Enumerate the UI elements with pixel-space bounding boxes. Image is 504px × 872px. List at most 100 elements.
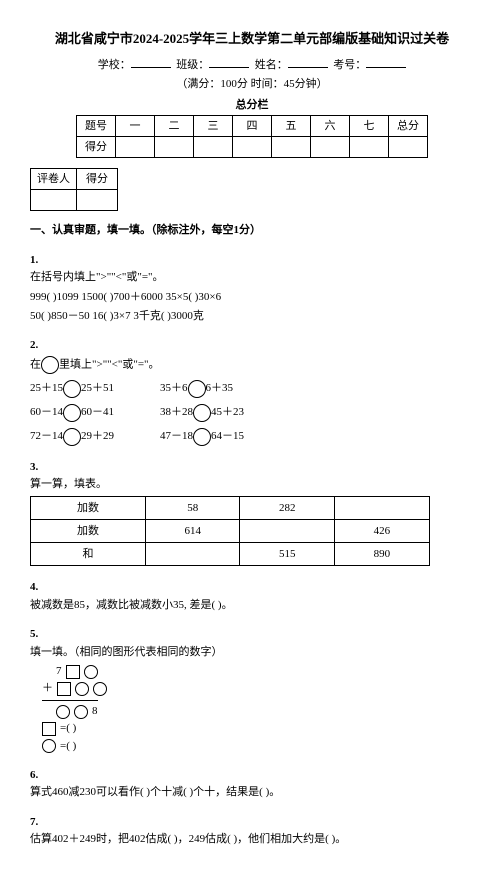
cell-blank[interactable] [389,137,428,158]
th-2: 二 [155,116,194,137]
examno-label: 考号： [333,59,366,71]
circle-icon[interactable] [63,380,81,398]
q2-cell: 72－14 29＋29 [30,428,160,446]
th-1: 一 [116,116,155,137]
q4-text: 被减数是85，减数比被减数小35, 差是( )。 [30,598,474,613]
th-4: 四 [233,116,272,137]
table-row: 题号 一 二 三 四 五 六 七 总分 [77,116,428,137]
circle-icon[interactable] [63,428,81,446]
q2-expr: 25＋51 [81,381,114,396]
meta-line-1: 学校： 班级： 姓名： 考号： [30,58,474,73]
circle-icon[interactable] [63,404,81,422]
circle-icon[interactable] [84,665,98,679]
q3-cell: 58 [145,497,240,520]
name-blank[interactable] [288,67,328,68]
square-icon [42,722,56,736]
q5-row2: ＋ [30,681,474,696]
table-row: 72－14 29＋29 47－18 64－15 [30,428,474,446]
q2-expr: 60－41 [81,405,114,420]
q4-num: 4. [30,580,474,595]
q5-title: 填一填。（相同的图形代表相同的数字） [30,645,474,660]
row2-head: 得分 [77,137,116,158]
q2-expr: 64－15 [211,429,244,444]
examno-blank[interactable] [366,67,406,68]
circle-icon[interactable] [193,428,211,446]
judge-blank[interactable] [77,190,118,211]
judge-blank[interactable] [31,190,77,211]
q5-row3: 8 [30,704,474,719]
q3-title: 算一算，填表。 [30,477,474,492]
judge-c1: 评卷人 [31,169,77,190]
q7-num: 7. [30,815,474,830]
circle-icon[interactable] [56,705,70,719]
circle-icon[interactable] [193,404,211,422]
circle-icon[interactable] [41,356,59,374]
q3-cell[interactable] [335,497,430,520]
q6-num: 6. [30,768,474,783]
table-row: 得分 [77,137,428,158]
cell-blank[interactable] [155,137,194,158]
section-1-head: 一、认真审题，填一填。（除标注外，每空1分） [30,223,474,238]
square-icon[interactable] [57,682,71,696]
cell-blank[interactable] [272,137,311,158]
circle-icon [42,739,56,753]
score-table-title: 总分栏 [30,98,474,113]
q2-cell: 47－18 64－15 [160,428,290,446]
q5-ans1-post: =( ) [60,721,76,736]
time-line: （满分：100分 时间：45分钟） [30,77,474,92]
table-row [31,190,118,211]
q3-cell: 和 [31,543,146,566]
cell-blank[interactable] [350,137,389,158]
q3-num: 3. [30,460,474,475]
exam-title: 湖北省咸宁市2024-2025学年三上数学第二单元部编版基础知识过关卷 [30,30,474,48]
cell-blank[interactable] [194,137,233,158]
th-3: 三 [194,116,233,137]
q3-cell[interactable] [145,543,240,566]
q1-line1: 在括号内填上">""<"或"="。 [30,270,474,285]
q3-cell: 426 [335,520,430,543]
q3-cell: 890 [335,543,430,566]
circle-icon[interactable] [188,380,206,398]
q2-expr: 29＋29 [81,429,114,444]
cell-blank[interactable] [116,137,155,158]
q2-expr: 47－18 [160,429,193,444]
table-row: 加数 614 426 [31,520,430,543]
th-5: 五 [272,116,311,137]
q2-expr: 72－14 [30,429,63,444]
table-row: 25＋15 25＋51 35＋66＋35 [30,380,474,398]
q2-cell: 25＋15 25＋51 [30,380,160,398]
q2-expr: 38＋28 [160,405,193,420]
name-label: 姓名： [255,59,288,71]
q2-cell: 35＋66＋35 [160,380,290,398]
table-row: 和 515 890 [31,543,430,566]
table-row: 评卷人 得分 [31,169,118,190]
th-7: 七 [350,116,389,137]
q2-expr: 6＋35 [206,381,234,396]
square-icon[interactable] [66,665,80,679]
circle-icon[interactable] [75,682,89,696]
q5-r3c: 8 [92,704,98,719]
q5-num: 5. [30,627,474,642]
q5-ans1: =( ) [30,721,474,736]
th-num: 题号 [77,116,116,137]
school-blank[interactable] [131,67,171,68]
circle-icon[interactable] [93,682,107,696]
table-row: 加数 58 282 [31,497,430,520]
q2-intro-b: 里填上">""<"或"="。 [59,358,160,370]
th-total: 总分 [389,116,428,137]
cell-blank[interactable] [233,137,272,158]
judge-c2: 得分 [77,169,118,190]
circle-icon[interactable] [74,705,88,719]
q3-cell[interactable] [240,520,335,543]
q5-figure: 7 ＋ 8 =( ) =( ) [30,664,474,754]
q2-cell: 60－1460－41 [30,404,160,422]
q2-expr: 25＋15 [30,381,63,396]
q3-cell: 614 [145,520,240,543]
q5-row1: 7 [30,664,474,679]
score-table: 题号 一 二 三 四 五 六 七 总分 得分 [76,115,428,158]
table-row: 60－1460－41 38＋2845＋23 [30,404,474,422]
q3-cell: 加数 [31,497,146,520]
class-blank[interactable] [209,67,249,68]
cell-blank[interactable] [311,137,350,158]
q1-num: 1. [30,253,474,268]
